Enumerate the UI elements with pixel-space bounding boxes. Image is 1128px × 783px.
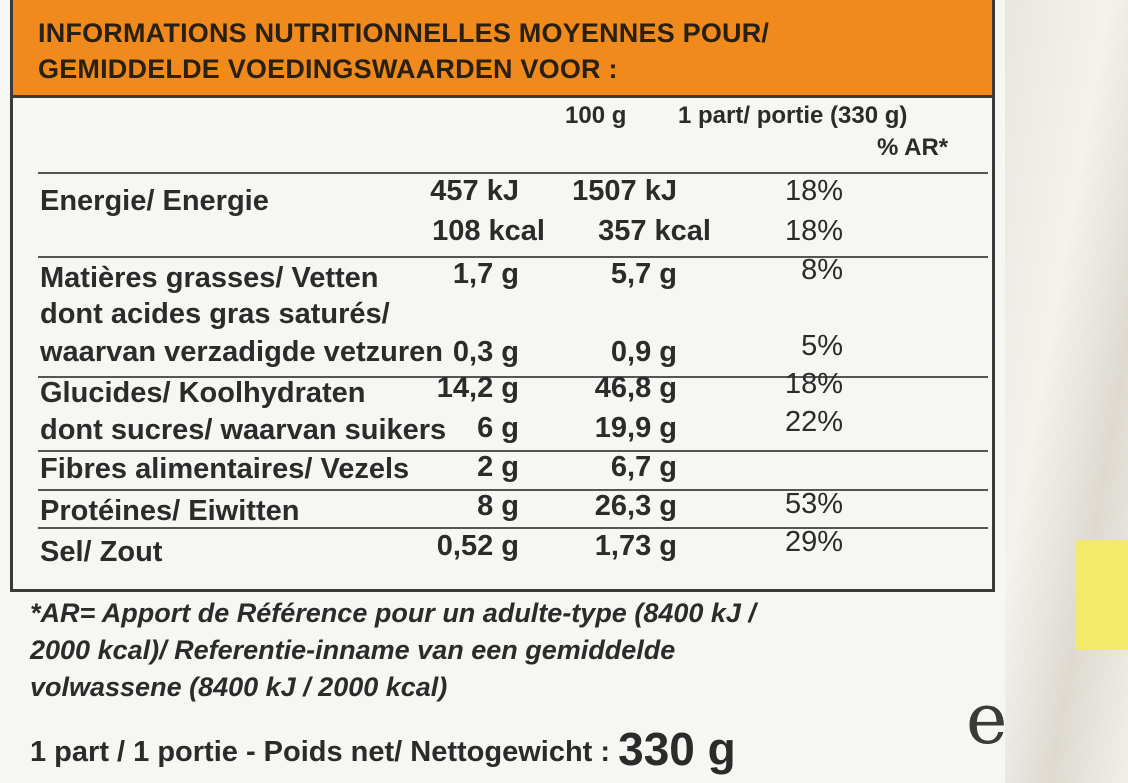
energy-kcal-100g: 108 kcal	[432, 215, 545, 247]
carbs-label: Glucides/ Koolhydraten	[40, 377, 366, 409]
salt-100g: 0,52 g	[436, 530, 519, 562]
nutrition-panel: INFORMATIONS NUTRITIONNELLES MOYENNES PO…	[0, 0, 1005, 783]
row-divider	[38, 450, 988, 452]
protein-portion: 26,3 g	[594, 490, 677, 522]
sugars-ar: 22%	[784, 406, 843, 438]
salt-portion: 1,73 g	[594, 530, 677, 562]
sugars-100g: 6 g	[477, 412, 519, 444]
packaging-background	[1005, 0, 1128, 783]
footnote-line-2: 2000 kcal)/ Referentie-inname van een ge…	[30, 635, 676, 665]
net-weight-line: 1 part / 1 portie - Poids net/ Nettogewi…	[30, 718, 736, 775]
satfat-100g: 0,3 g	[452, 336, 519, 368]
header-title-line-2: GEMIDDELDE VOEDINGSWAARDEN VOOR :	[38, 54, 618, 84]
protein-ar: 53%	[784, 488, 843, 520]
carbs-portion: 46,8 g	[594, 372, 677, 404]
satfat-portion: 0,9 g	[610, 336, 677, 368]
fibre-100g: 2 g	[477, 451, 519, 483]
energy-kj-100g: 457 kJ	[430, 175, 519, 207]
column-header-ar: % AR*	[877, 134, 949, 161]
footnote-line-3: volwassene (8400 kJ / 2000 kcal)	[30, 672, 448, 702]
satfat-ar: 5%	[801, 330, 843, 362]
header-band	[10, 0, 995, 98]
yellow-packaging-patch	[1075, 540, 1128, 650]
sugars-portion: 19,9 g	[594, 412, 677, 444]
protein-100g: 8 g	[477, 490, 519, 522]
net-weight-value: 330 g	[618, 723, 736, 775]
table-frame	[10, 0, 995, 592]
fat-100g: 1,7 g	[452, 258, 519, 290]
carbs-100g: 14,2 g	[436, 372, 519, 404]
footnote-line-1: *AR= Apport de Référence pour un adulte-…	[30, 598, 756, 628]
row-divider	[38, 527, 988, 529]
fat-label: Matières grasses/ Vetten	[40, 262, 379, 294]
energy-kj-portion: 1507 kJ	[572, 175, 677, 207]
protein-label: Protéines/ Eiwitten	[40, 495, 300, 527]
estimated-sign-icon: e	[966, 678, 1008, 760]
row-divider	[38, 172, 988, 174]
energy-label: Energie/ Energie	[40, 185, 269, 217]
energy-kj-ar: 18%	[784, 175, 843, 207]
salt-ar: 29%	[784, 526, 843, 558]
energy-kcal-ar: 18%	[784, 215, 843, 247]
fat-ar: 8%	[801, 254, 843, 286]
carbs-ar: 18%	[784, 368, 843, 400]
column-header-portion: 1 part/ portie (330 g)	[678, 102, 908, 129]
satfat-label-line-1: dont acides gras saturés/	[40, 298, 390, 330]
satfat-label-line-2: waarvan verzadigde vetzuren	[40, 336, 443, 368]
fibre-portion: 6,7 g	[610, 451, 677, 483]
salt-label: Sel/ Zout	[40, 536, 163, 568]
row-divider	[38, 256, 988, 258]
header-title-line-1: INFORMATIONS NUTRITIONNELLES MOYENNES PO…	[38, 18, 770, 48]
fat-portion: 5,7 g	[610, 258, 677, 290]
energy-kcal-portion: 357 kcal	[598, 215, 711, 247]
net-weight-label: 1 part / 1 portie - Poids net/ Nettogewi…	[30, 736, 619, 768]
fibre-label: Fibres alimentaires/ Vezels	[40, 453, 410, 485]
sugars-label: dont sucres/ waarvan suikers	[40, 414, 447, 446]
row-divider	[38, 489, 988, 491]
row-divider	[38, 376, 988, 378]
column-header-100g: 100 g	[565, 102, 627, 129]
